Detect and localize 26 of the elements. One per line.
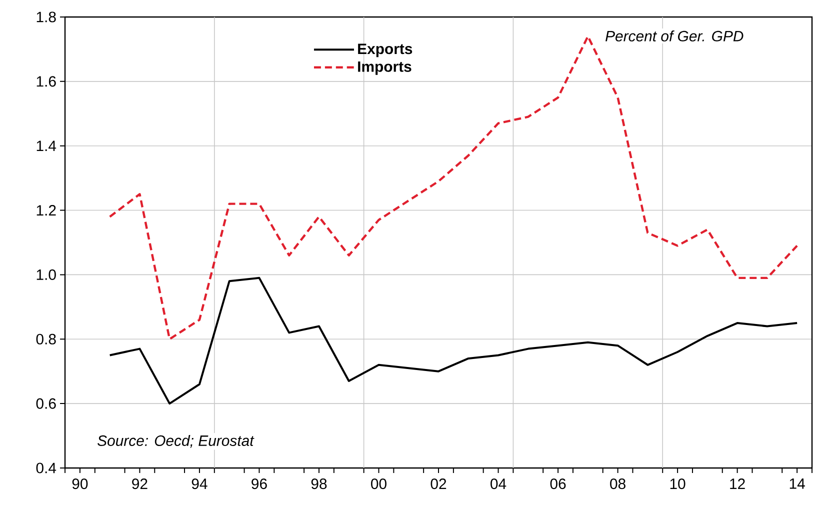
x-tick-label: 06 xyxy=(550,478,566,490)
x-tick-label: 90 xyxy=(72,478,88,490)
x-tick-label: 08 xyxy=(610,478,626,490)
annotation: Source: Oecd; Eurostat xyxy=(98,435,254,448)
x-tick-label: 04 xyxy=(490,478,506,490)
x-tick-label: 96 xyxy=(252,478,267,490)
y-tick-label: 0.4 xyxy=(36,462,56,474)
x-tick-label: 12 xyxy=(730,478,745,489)
annotation: Percent of Ger. GPD xyxy=(606,30,744,42)
line-series xyxy=(108,276,798,405)
legend-label: Exports xyxy=(358,44,412,58)
y-tick-label: 1.8 xyxy=(36,12,56,22)
y-tick-label: 1.6 xyxy=(36,76,56,87)
legend-label: Imports xyxy=(358,61,412,75)
x-tick-label: 98 xyxy=(311,478,327,490)
y-tick-label: 0.8 xyxy=(36,334,56,344)
y-tick-label: 1.0 xyxy=(36,269,56,280)
y-tick-label: 1.4 xyxy=(36,140,56,151)
x-tick-label: 00 xyxy=(371,478,386,490)
x-tick-label: 94 xyxy=(192,478,208,490)
y-tick-label: 1.2 xyxy=(36,205,56,216)
x-tick-label: 14 xyxy=(790,478,805,489)
y-tick-label: 0.6 xyxy=(36,398,56,409)
x-tick-label: 02 xyxy=(430,478,446,490)
x-tick-label: 10 xyxy=(670,478,686,490)
x-tick-label: 92 xyxy=(132,478,148,490)
